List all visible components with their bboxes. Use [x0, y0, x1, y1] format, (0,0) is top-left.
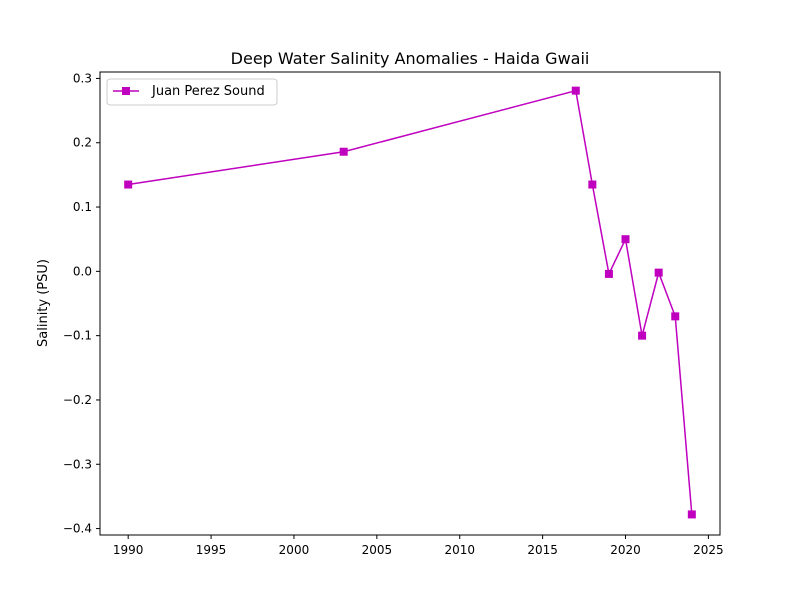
legend-box — [106, 78, 278, 106]
data-point-marker — [638, 331, 647, 340]
x-tick-label: 2000 — [279, 543, 310, 557]
legend-label: Juan Perez Sound — [151, 84, 265, 99]
x-tick-label: 2025 — [693, 543, 724, 557]
data-point-marker — [687, 510, 696, 519]
data-point-marker — [604, 269, 613, 278]
chart-title: Deep Water Salinity Anomalies - Haida Gw… — [231, 49, 590, 68]
data-point-marker — [571, 86, 580, 95]
series-line — [128, 89, 693, 515]
x-tick-label: 1990 — [113, 543, 144, 557]
y-tick-label: 0.2 — [73, 136, 92, 150]
x-tick-label: 2010 — [444, 543, 475, 557]
y-tick-label: 0.0 — [73, 264, 92, 278]
axis-ticks: 1990 1995 2000 2005 2010 2015 2020 2025 0.3 0.2 0.… — [63, 71, 724, 557]
legend: Juan Perez Sound — [106, 78, 278, 106]
data-point-marker — [124, 180, 133, 189]
plot-area-frame — [99, 71, 721, 536]
data-point-marker — [671, 312, 680, 321]
y-tick-label: 0.3 — [73, 71, 92, 85]
y-tick-label: −0.2 — [63, 393, 92, 407]
y-tick-label: −0.4 — [63, 522, 92, 536]
data-point-marker — [621, 235, 630, 244]
y-tick-label: −0.3 — [63, 457, 92, 471]
x-tick-label: 1995 — [196, 543, 227, 557]
x-tick-label: 2020 — [610, 543, 641, 557]
y-tick-label: 0.1 — [73, 200, 92, 214]
x-tick-label: 2005 — [362, 543, 393, 557]
data-point-marker — [339, 147, 348, 156]
data-series — [124, 86, 696, 519]
y-axis-label: Salinity (PSU) — [36, 259, 51, 347]
y-tick-label: −0.1 — [63, 329, 92, 343]
data-point-marker — [588, 180, 597, 189]
x-tick-label: 2015 — [527, 543, 558, 557]
legend-marker-swatch — [122, 87, 130, 95]
data-point-marker — [654, 268, 663, 277]
